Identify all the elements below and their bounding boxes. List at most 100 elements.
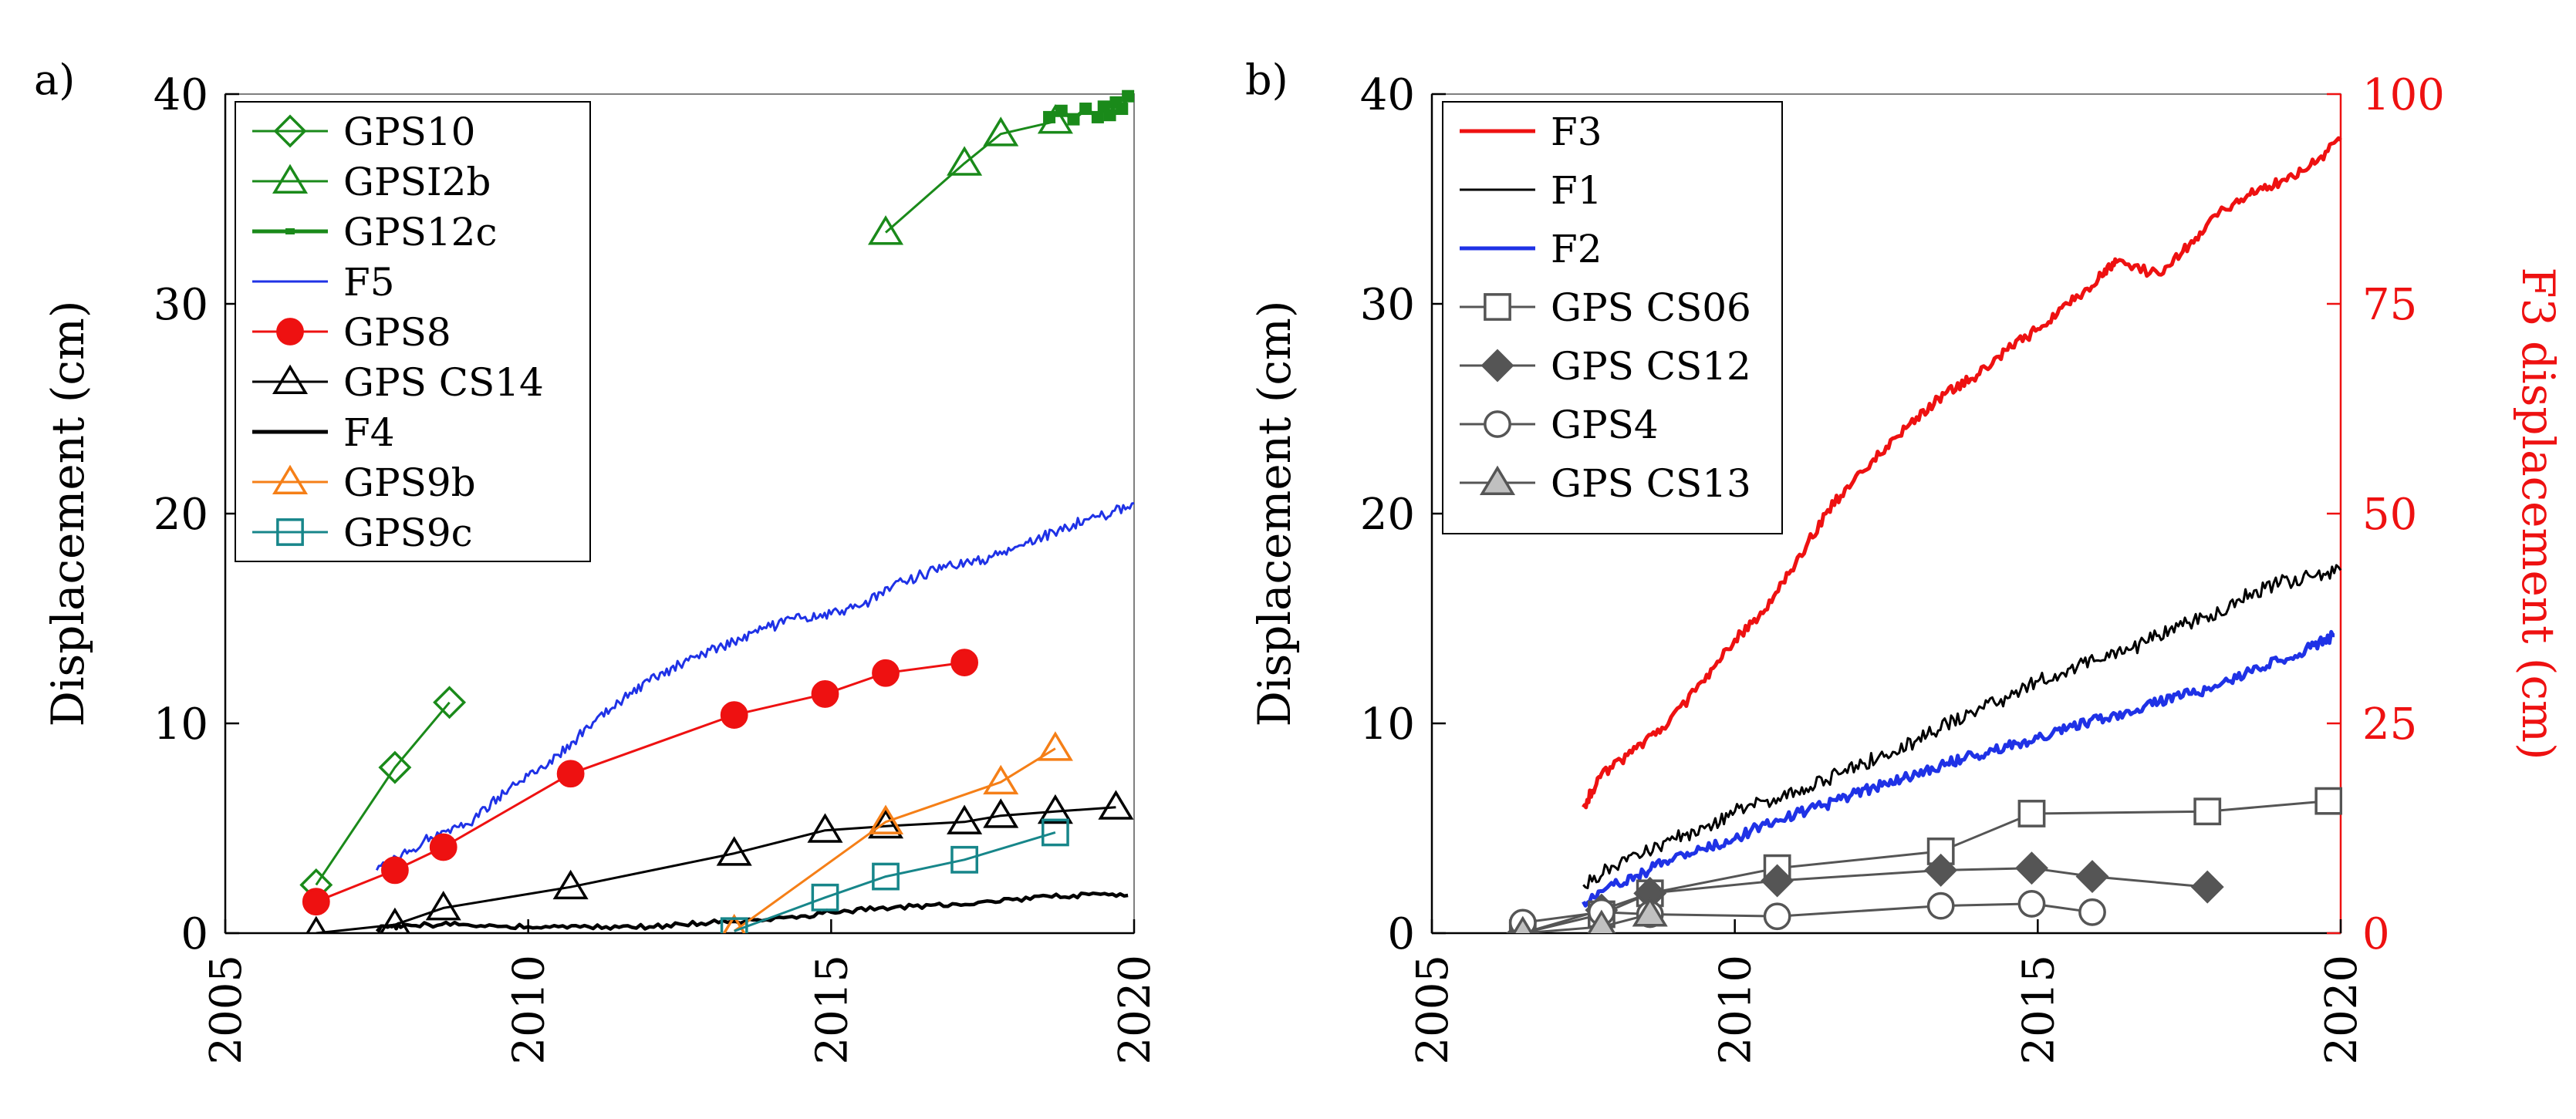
series-line-f2 [1582, 629, 2335, 908]
data-point-gps-cs12 [1761, 864, 1794, 898]
panel-label: b) [1245, 56, 1288, 104]
data-point-gps-cs14 [947, 804, 983, 834]
data-point-gps4 [2078, 898, 2106, 926]
data-point-gps-cs06 [2193, 797, 2222, 826]
legend-label-gpsi2b: GPSI2b [343, 160, 491, 204]
series-gps8 [302, 649, 979, 916]
y-tick-label: 40 [1360, 70, 1415, 120]
y-tick-label: 30 [154, 280, 208, 330]
data-point-gpsi2b [947, 146, 983, 176]
y-tick-label: 10 [154, 699, 208, 750]
x-tick-label: 2005 [1408, 955, 1458, 1065]
chart-panel-a: a) 0 10 20 30 40 2005 2010 2015 2020 Displacement … [34, 56, 1160, 1065]
data-point-gps12c [1116, 103, 1129, 116]
y-axis-title: Displacement (cm) [1248, 300, 1301, 726]
y-tick-label: 10 [1360, 699, 1415, 750]
legend-label-gps-cs06: GPS CS06 [1551, 285, 1751, 330]
data-point-gps-cs12 [2075, 860, 2109, 894]
legend-marker-gpsi2b [272, 163, 309, 194]
series-gpsi2b [867, 103, 1073, 245]
legend-marker-gps4 [1484, 410, 1511, 438]
x-tick-label: 2015 [807, 955, 857, 1065]
data-point-gps8 [380, 856, 409, 885]
data-point-gps9b [983, 764, 1019, 795]
data-point-gps-cs12 [1924, 853, 1958, 887]
chart-panel-b: b) 0 10 20 30 40 0 25 50 75 100 2005 2010 2015 2020 Dis… [1245, 56, 2564, 1065]
series-line-gps9c [734, 831, 1056, 932]
data-point-gps9c [720, 917, 748, 933]
data-point-gps-cs12 [2190, 870, 2224, 904]
legend-marker-gps-cs13 [1479, 465, 1516, 495]
y-axis-title: Displacement (cm) [42, 300, 94, 726]
data-point-gps-cs06 [2017, 800, 2046, 827]
legend-label-f5: F5 [343, 260, 395, 305]
y-tick-label: 0 [181, 909, 208, 959]
series-gps-cs14 [306, 790, 1134, 933]
data-point-gps-cs14 [1098, 790, 1134, 820]
data-point-gps-cs13 [1632, 897, 1668, 927]
series-f5 [375, 501, 1135, 871]
data-point-gps-cs14 [306, 915, 327, 933]
x-tick-label: 2010 [505, 955, 555, 1065]
data-point-gps9c [872, 862, 900, 891]
series-f1 [1582, 564, 2342, 890]
data-point-gps12c [1079, 103, 1092, 116]
legend-marker-gps8 [276, 318, 304, 345]
data-point-gps12c [1055, 104, 1068, 117]
data-point-gpsi2b [867, 215, 904, 245]
right-y-tick-label: 100 [2362, 70, 2445, 120]
legend-marker-gps12c [285, 228, 295, 234]
data-point-gps10 [433, 686, 467, 720]
data-point-gps8 [811, 680, 839, 708]
data-point-gps12c [1091, 110, 1104, 123]
legend-marker-gps-cs12 [1480, 349, 1514, 383]
series-f3 [1582, 136, 2342, 810]
x-tick-label: 2010 [1711, 955, 1761, 1065]
data-point-gps12c [1103, 109, 1116, 122]
y-tick-label: 30 [1360, 280, 1415, 330]
series-line-gps8 [316, 661, 965, 903]
data-point-gps-cs14 [807, 813, 843, 843]
series-gps12c [1043, 89, 1135, 126]
data-point-gps9b [1037, 731, 1073, 761]
data-point-gps12c [1067, 113, 1080, 126]
series-f4 [375, 891, 1129, 933]
legend-marker-gps9c [276, 518, 304, 546]
data-point-gps-cs06 [2314, 787, 2342, 815]
y-tick-label: 0 [1387, 909, 1415, 959]
y-tick-label: 40 [154, 70, 208, 120]
y-tick-label: 20 [1360, 490, 1415, 540]
legend-label-f3: F3 [1551, 110, 1602, 154]
series-gps9c [720, 818, 1069, 933]
legend-label-gps-cs12: GPS CS12 [1551, 344, 1751, 389]
legend-label-gps10: GPS10 [343, 110, 475, 154]
series-gps9b [722, 731, 1073, 933]
series-line-f4 [375, 891, 1129, 933]
x-tick-label: 2005 [201, 955, 252, 1065]
x-tick-label: 2015 [2014, 955, 2064, 1065]
data-point-gps8 [556, 760, 585, 788]
data-point-gps-cs14 [867, 808, 904, 839]
legend-label-f4: F4 [343, 410, 395, 455]
series-line-gps10 [315, 701, 451, 886]
x-tick-label: 2020 [1110, 955, 1160, 1065]
data-point-gps12c [1043, 110, 1056, 123]
data-point-gps8 [950, 649, 979, 677]
data-point-gps-cs14 [716, 836, 752, 866]
data-point-gps9c [950, 845, 979, 874]
right-y-axis-title: F3 displacement (cm) [2512, 267, 2564, 760]
legend-label-gps9c: GPS9c [343, 511, 473, 555]
data-point-gps9c [1042, 818, 1069, 847]
data-point-gps8 [872, 659, 900, 687]
series-line-gps9b [733, 747, 1056, 932]
data-point-gps-cs14 [1037, 794, 1073, 824]
legend-marker-gps10 [273, 114, 307, 148]
data-point-gps-cs12 [2015, 851, 2048, 885]
legend-marker-gps9b [272, 464, 309, 494]
legend-label-gps9b: GPS9b [343, 460, 476, 505]
legend-label-gps-cs13: GPS CS13 [1551, 461, 1751, 506]
legend-marker-gps-cs14 [272, 364, 309, 394]
data-point-gpsi2b [983, 116, 1019, 147]
data-point-gps-cs14 [379, 907, 410, 933]
